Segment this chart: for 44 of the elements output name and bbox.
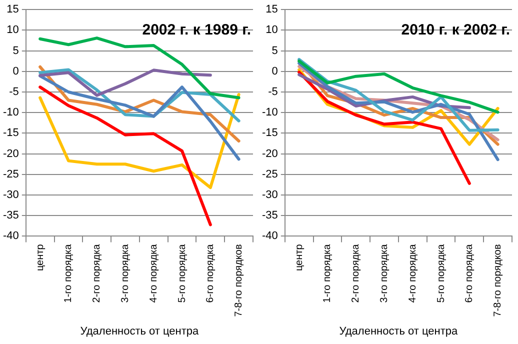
y-tick-label: -20 <box>2 148 19 160</box>
text: 2010 г. к 2002 г. <box>401 21 510 38</box>
x-tick-label: 3-го порядка <box>379 244 390 303</box>
x-tick-label: 1-го порядка <box>322 244 334 303</box>
x-tick-label: 2-го порядка <box>350 244 362 303</box>
y-tick-label: -40 <box>2 230 19 242</box>
x-tick-label: 5-го порядка <box>436 244 447 303</box>
x-axis-title: Удаленность от центра <box>80 325 200 338</box>
y-tick-label: -15 <box>262 127 278 140</box>
y-tick-label: 10 <box>6 24 19 36</box>
x-tick-label: центр <box>34 244 46 272</box>
x-tick-label: 4-го порядка <box>407 244 418 303</box>
y-tick-label: -35 <box>2 210 19 222</box>
y-tick-label: -30 <box>2 189 19 202</box>
x-tick-label: 2-го порядка <box>92 244 103 303</box>
y-tick-label: -15 <box>2 127 19 140</box>
y-tick-label: -40 <box>262 230 278 242</box>
y-tick-label: -25 <box>2 168 19 180</box>
y-tick-label: 0 <box>272 65 278 78</box>
y-tick-label: -10 <box>2 106 19 119</box>
y-tick-label: 10 <box>266 24 278 36</box>
y-tick-label: -5 <box>268 86 278 98</box>
y-tick-label: -10 <box>262 106 278 119</box>
y-tick-label: -30 <box>262 189 278 202</box>
x-axis-title: Удаленность от центра <box>339 325 459 338</box>
y-tick-label: -35 <box>262 210 278 222</box>
x-tick-label: 5-го порядка <box>176 244 188 303</box>
x-tick-label: 7-8-го порядков <box>492 244 504 317</box>
y-tick-label: -5 <box>9 86 19 98</box>
y-tick-label: 15 <box>266 4 278 16</box>
y-tick-label: 5 <box>12 44 19 57</box>
x-tick-label: 6-го порядка <box>205 244 216 303</box>
y-tick-label: 5 <box>272 44 278 57</box>
x-tick-label: 1-го порядка <box>63 244 74 303</box>
x-tick-label: центр <box>294 244 305 272</box>
y-tick-label: -20 <box>262 148 278 160</box>
x-tick-label: 3-го порядка <box>120 244 132 303</box>
x-tick-label: 7-8-го порядков <box>234 244 245 317</box>
y-tick-label: -25 <box>262 168 278 180</box>
x-tick-label: 4-го порядка <box>148 244 160 303</box>
text: 2002 г. к 1989 г. <box>142 21 251 38</box>
x-tick-label: 6-го порядка <box>464 244 476 303</box>
y-tick-label: 0 <box>12 65 19 78</box>
y-tick-label: 15 <box>6 4 19 16</box>
